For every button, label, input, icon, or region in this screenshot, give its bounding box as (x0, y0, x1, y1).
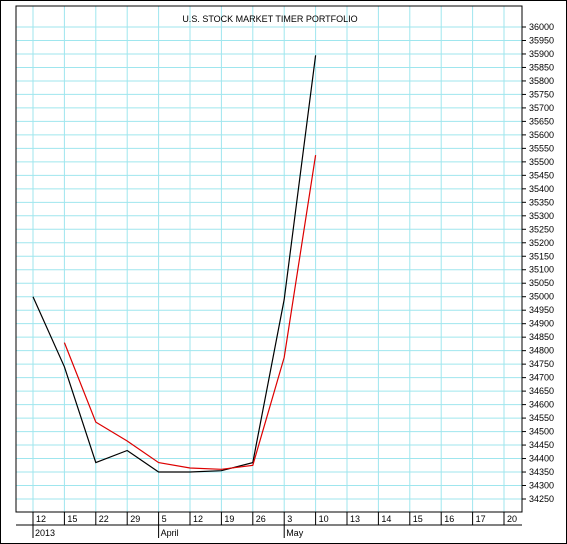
y-tick-label: 35600 (529, 130, 554, 140)
chart-title: U.S. STOCK MARKET TIMER PORTFOLIO (182, 14, 357, 24)
y-tick-label: 34750 (529, 359, 554, 369)
y-tick-label: 34600 (529, 400, 554, 410)
y-axis: 34250 34300 34350 34400 34450 34500 34550 34600… (522, 22, 554, 504)
y-tick-label: 35350 (529, 197, 554, 207)
y-tick-label: 34300 (529, 481, 554, 491)
y-tick-label: 34450 (529, 440, 554, 450)
x-tick-label: 22 (99, 514, 109, 524)
y-tick-label: 35450 (529, 170, 554, 180)
plot-border (15, 5, 523, 513)
y-tick-label: 35150 (529, 251, 554, 261)
series-line-2 (63, 155, 317, 470)
y-tick-label: 34350 (529, 467, 554, 477)
x-tick-label: 16 (444, 514, 454, 524)
y-tick-label: 35850 (529, 62, 554, 72)
y-tick-label: 35300 (529, 211, 554, 221)
x-tick-label: 14 (381, 514, 391, 524)
x-tick-label: 26 (256, 514, 266, 524)
y-tick-label: 35000 (529, 292, 554, 302)
y-tick-label: 35250 (529, 224, 554, 234)
y-tick-label: 35400 (529, 184, 554, 194)
x-tick-label: 3 (287, 514, 292, 524)
x-tick-label: 17 (476, 514, 486, 524)
x-tick-label: 12 (193, 514, 203, 524)
y-tick-label: 35950 (529, 35, 554, 45)
y-tick-label: 35100 (529, 265, 554, 275)
y-tick-label: 35750 (529, 89, 554, 99)
horizontal-gridlines (16, 26, 522, 500)
y-tick-label: 34550 (529, 413, 554, 423)
series-layer (32, 55, 317, 473)
x-tick-label: 13 (350, 514, 360, 524)
y-tick-label: 34650 (529, 386, 554, 396)
x-tick-label: 15 (67, 514, 77, 524)
y-tick-label: 34250 (529, 494, 554, 504)
x-secondary-label: 2013 (35, 528, 55, 538)
y-tick-label: 35550 (529, 143, 554, 153)
y-tick-label: 34500 (529, 427, 554, 437)
series-line-1 (32, 55, 317, 473)
y-tick-label: 34900 (529, 319, 554, 329)
y-tick-label: 34700 (529, 373, 554, 383)
y-tick-label: 35700 (529, 103, 554, 113)
y-tick-label: 34950 (529, 305, 554, 315)
x-tick-label: 20 (507, 514, 517, 524)
x-tick-label: 29 (130, 514, 140, 524)
y-tick-label: 35800 (529, 76, 554, 86)
vertical-gridlines (32, 6, 505, 512)
x-tick-label: 19 (224, 514, 234, 524)
y-tick-label: 35900 (529, 49, 554, 59)
y-tick-label: 35050 (529, 278, 554, 288)
x-secondary-label: April (161, 528, 179, 538)
x-tick-label: 15 (413, 514, 423, 524)
y-tick-label: 34400 (529, 454, 554, 464)
x-axis: 12 15 22 29 5 12 19 26 3 10 13 14 15 16 17 20 2013 April M… (16, 512, 522, 538)
x-tick-label: 10 (319, 514, 329, 524)
x-secondary-label: May (286, 528, 304, 538)
y-tick-label: 35500 (529, 157, 554, 167)
y-tick-label: 34800 (529, 346, 554, 356)
y-tick-label: 34850 (529, 332, 554, 342)
x-tick-label: 12 (36, 514, 46, 524)
y-tick-label: 35650 (529, 116, 554, 126)
y-tick-label: 35200 (529, 238, 554, 248)
y-tick-label: 36000 (529, 22, 554, 32)
x-tick-label: 5 (162, 514, 167, 524)
